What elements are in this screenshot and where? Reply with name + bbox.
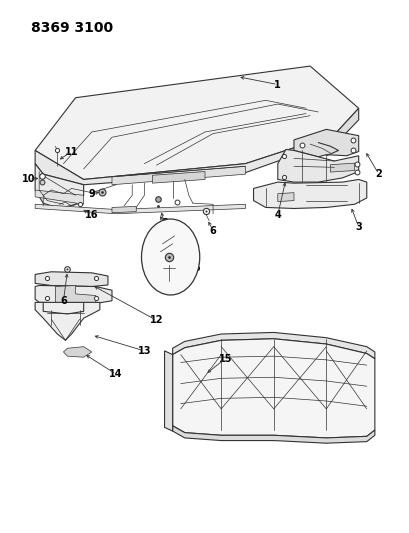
Text: 8369 3100: 8369 3100 <box>31 21 113 35</box>
Polygon shape <box>172 339 374 438</box>
Polygon shape <box>277 192 293 201</box>
Text: 10: 10 <box>22 174 36 184</box>
Text: 7: 7 <box>169 231 175 241</box>
Text: 2: 2 <box>375 169 381 179</box>
Polygon shape <box>277 149 358 182</box>
Polygon shape <box>35 302 100 341</box>
Polygon shape <box>35 204 245 214</box>
Text: 9: 9 <box>88 189 95 199</box>
Polygon shape <box>63 346 92 357</box>
Polygon shape <box>35 272 108 287</box>
Polygon shape <box>152 172 204 183</box>
Text: 4: 4 <box>274 210 281 220</box>
Polygon shape <box>112 166 245 185</box>
Text: 3: 3 <box>355 222 361 232</box>
Polygon shape <box>330 163 354 172</box>
Polygon shape <box>293 130 358 157</box>
Text: 6: 6 <box>209 225 216 236</box>
Polygon shape <box>35 164 83 208</box>
Text: 1: 1 <box>274 79 281 90</box>
Polygon shape <box>164 351 172 431</box>
Polygon shape <box>35 190 83 204</box>
Polygon shape <box>334 108 358 145</box>
Polygon shape <box>253 180 366 208</box>
Text: 12: 12 <box>149 316 163 325</box>
Polygon shape <box>112 206 136 213</box>
Polygon shape <box>35 286 112 303</box>
Polygon shape <box>55 286 96 303</box>
Polygon shape <box>35 66 358 180</box>
Polygon shape <box>35 135 334 185</box>
Text: 6: 6 <box>60 296 67 306</box>
Circle shape <box>141 219 199 295</box>
Text: 11: 11 <box>65 147 78 157</box>
Text: 13: 13 <box>137 346 151 356</box>
Text: 15: 15 <box>218 354 231 364</box>
Text: 5: 5 <box>193 263 200 272</box>
Text: 14: 14 <box>109 369 122 379</box>
Polygon shape <box>172 333 374 359</box>
Text: 8: 8 <box>161 218 168 228</box>
Text: 16: 16 <box>85 210 98 220</box>
Polygon shape <box>172 426 374 443</box>
